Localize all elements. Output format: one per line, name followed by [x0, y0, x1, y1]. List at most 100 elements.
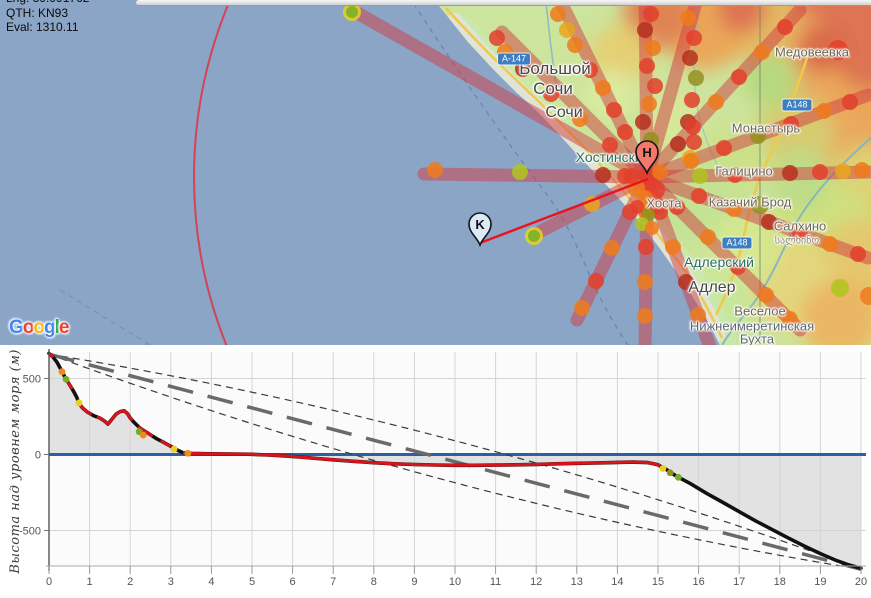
profile-dot — [674, 473, 682, 481]
signal-dot — [782, 165, 798, 181]
signal-dot — [595, 80, 611, 96]
signal-dot — [860, 287, 871, 305]
signal-dot — [559, 22, 575, 38]
top-scrollbar[interactable] — [136, 0, 871, 6]
signal-dot — [842, 94, 858, 110]
x-tick-label: 19 — [814, 576, 826, 588]
signal-dot — [750, 128, 766, 144]
signal-dot — [731, 69, 747, 85]
map-label: Бухта — [739, 331, 775, 346]
signal-dot — [641, 96, 657, 112]
signal-dot — [637, 22, 653, 38]
google-logo[interactable]: Google — [9, 317, 70, 339]
signal-dot — [572, 111, 588, 127]
signal-dot — [669, 199, 685, 215]
profile-dot — [666, 469, 674, 477]
signal-dot — [427, 162, 443, 178]
x-tick-label: 14 — [611, 576, 623, 588]
terrain-highlight-segment — [160, 439, 172, 448]
map-label: Сочи — [545, 104, 583, 121]
profile-dot — [75, 399, 83, 407]
x-tick-label: 0 — [46, 576, 52, 588]
signal-dot — [512, 164, 528, 180]
y-axis-title: Высота над уровнем моря (м) — [7, 348, 23, 574]
signal-dot — [708, 94, 724, 110]
signal-dot — [683, 153, 699, 169]
x-tick-label: 4 — [208, 576, 214, 588]
google-logo-letter: o — [33, 317, 45, 338]
road-badge: А148 — [722, 237, 752, 249]
x-tick-label: 8 — [371, 576, 377, 588]
x-tick-label: 16 — [692, 576, 704, 588]
signal-dot — [682, 50, 698, 66]
x-tick-label: 3 — [168, 576, 174, 588]
signal-dot — [665, 239, 681, 255]
map-label: Монастырь — [731, 120, 801, 136]
signal-dot — [727, 167, 743, 183]
signal-dot — [637, 308, 653, 324]
x-tick-label: 5 — [249, 576, 255, 588]
signal-dot — [678, 274, 694, 290]
signal-dot — [647, 78, 663, 94]
signal-dot — [645, 40, 661, 56]
x-tick-label: 13 — [571, 576, 583, 588]
signal-dot — [822, 236, 838, 252]
map-label: Нижнеимеретинская — [689, 318, 815, 334]
signal-dot — [588, 273, 604, 289]
map-labels: Большой Сочи Сочи Хостинский Хоста Галицино Ка… — [497, 44, 850, 346]
signal-dot — [684, 92, 700, 108]
x-tick-label: 11 — [490, 576, 501, 588]
signal-dot — [686, 134, 702, 150]
signal-dot — [726, 201, 742, 217]
line-of-sight — [48, 352, 862, 571]
map-label: Сочи — [533, 79, 573, 98]
map-label: Медовеевка — [774, 44, 850, 60]
signal-dot — [643, 6, 659, 22]
range-circle — [193, 0, 232, 345]
signal-dot — [758, 287, 774, 303]
signal-dot — [574, 300, 590, 316]
google-logo-letter: e — [58, 317, 70, 338]
map-label: Салхино — [773, 218, 827, 234]
signal-dot — [782, 311, 798, 327]
signal-dot — [692, 168, 708, 184]
terrain-highlight-segment — [96, 409, 134, 426]
signal-dot — [831, 279, 849, 297]
signal-dot — [638, 239, 654, 255]
profile-dot — [58, 368, 66, 376]
maritime-boundary — [59, 289, 151, 345]
signal-dot — [550, 6, 566, 22]
signal-dot — [582, 62, 598, 78]
x-tick-label: 2 — [127, 576, 133, 588]
signal-dot — [816, 103, 832, 119]
road-badge: А148 — [782, 99, 812, 111]
signal-dot — [346, 6, 358, 18]
signal-dot — [777, 19, 793, 35]
google-logo-letter: g — [44, 317, 56, 338]
map-label: Хостинский — [575, 149, 651, 165]
x-tick-label: 7 — [330, 576, 336, 588]
x-tick-label: 6 — [290, 576, 296, 588]
signal-dot — [595, 167, 611, 183]
map-label: Казачий Брод — [708, 194, 792, 210]
signal-dot — [617, 124, 633, 140]
signal-dot — [635, 114, 651, 130]
terrain-highlight-segment — [137, 425, 154, 438]
signal-dot — [754, 44, 770, 60]
elevation-profile-chart: 0 1 2 3 4 5 6 7 8 9 10 11 12 13 14 15 16 17 18 19 20 500 0 -500… — [0, 345, 871, 598]
signal-dot — [630, 200, 644, 214]
fresnel-lower — [48, 353, 862, 570]
x-tick-label: 20 — [855, 576, 867, 588]
map[interactable]: Большой Сочи Сочи Хостинский Хоста Галицино Ка… — [0, 0, 871, 345]
signal-dot — [691, 188, 707, 204]
signal-dot — [751, 196, 769, 214]
signal-dot — [686, 30, 702, 46]
signal-dot — [850, 246, 866, 262]
signal-dot — [639, 58, 655, 74]
status-line-lng: Lng: 39.991762 — [6, 0, 89, 6]
signal-dot — [761, 214, 777, 230]
signal-dot — [637, 274, 653, 290]
map-label: Адлерский — [683, 254, 755, 270]
